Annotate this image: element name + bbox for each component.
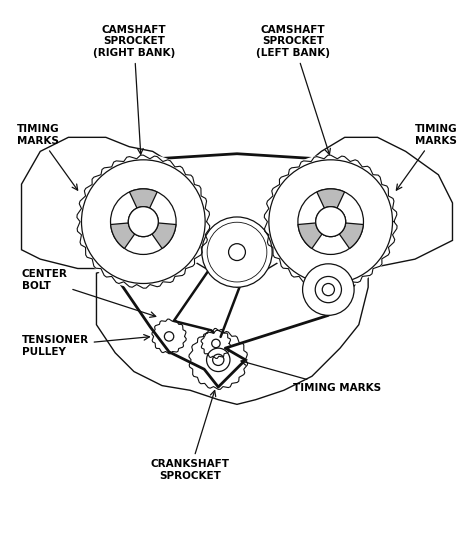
- Text: CRANKSHAFT
SPROCKET: CRANKSHAFT SPROCKET: [151, 390, 230, 481]
- Text: CAMSHAFT
SPROCKET
(LEFT BANK): CAMSHAFT SPROCKET (LEFT BANK): [256, 25, 330, 155]
- Circle shape: [228, 244, 246, 260]
- Polygon shape: [110, 223, 135, 249]
- Circle shape: [212, 339, 220, 347]
- Polygon shape: [152, 223, 176, 249]
- Text: TIMING MARKS: TIMING MARKS: [241, 360, 382, 393]
- Text: TIMING
MARKS: TIMING MARKS: [396, 124, 457, 190]
- Text: TENSIONER
PULLEY: TENSIONER PULLEY: [21, 335, 149, 357]
- Circle shape: [128, 207, 158, 237]
- Circle shape: [207, 348, 230, 372]
- Circle shape: [298, 189, 364, 255]
- Circle shape: [316, 207, 346, 237]
- Text: CENTER
BOLT: CENTER BOLT: [21, 270, 156, 317]
- Text: CAMSHAFT
SPROCKET
(RIGHT BANK): CAMSHAFT SPROCKET (RIGHT BANK): [93, 25, 175, 154]
- Circle shape: [302, 264, 354, 315]
- Circle shape: [110, 189, 176, 255]
- Polygon shape: [339, 223, 364, 249]
- Polygon shape: [317, 189, 345, 208]
- Circle shape: [164, 332, 174, 341]
- Polygon shape: [298, 223, 322, 249]
- Circle shape: [263, 154, 398, 289]
- Circle shape: [76, 154, 211, 289]
- Polygon shape: [129, 189, 157, 208]
- Circle shape: [315, 277, 341, 303]
- Circle shape: [207, 222, 267, 282]
- Circle shape: [202, 217, 272, 287]
- Circle shape: [322, 284, 335, 296]
- Circle shape: [316, 207, 346, 237]
- Circle shape: [128, 207, 158, 237]
- Text: TIMING
MARKS: TIMING MARKS: [17, 124, 78, 190]
- Circle shape: [213, 354, 224, 366]
